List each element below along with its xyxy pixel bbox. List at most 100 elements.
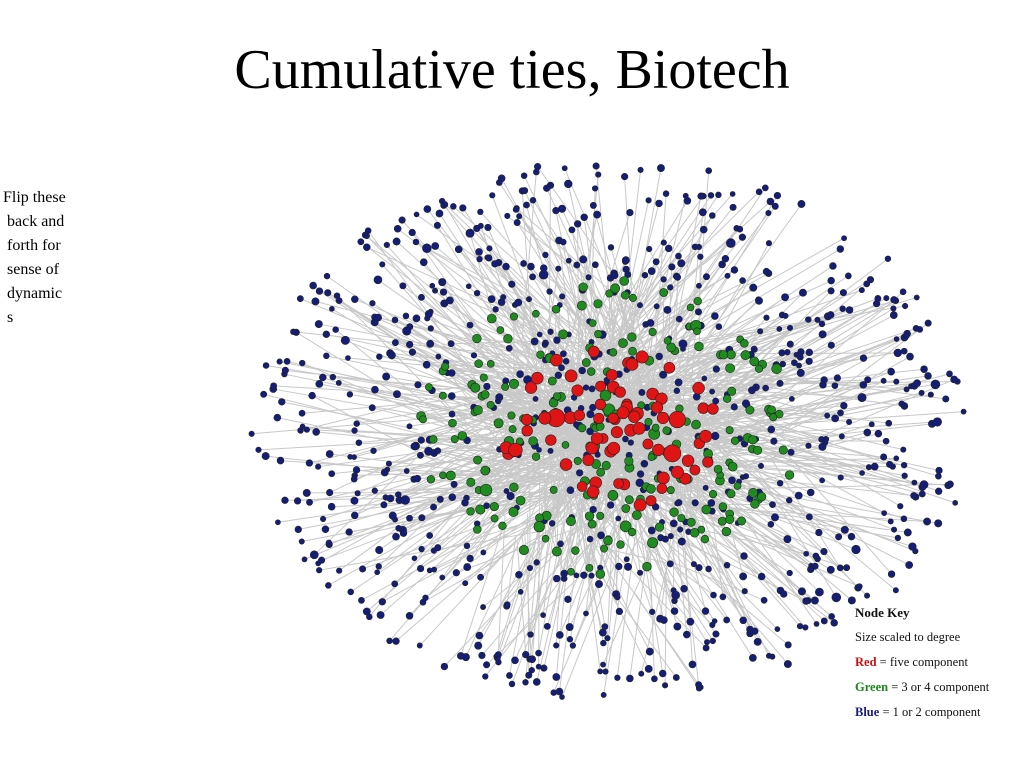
node xyxy=(357,238,365,246)
edge xyxy=(561,564,616,698)
node xyxy=(474,641,483,650)
edge xyxy=(730,327,917,391)
node xyxy=(561,441,570,449)
node xyxy=(497,298,506,306)
edge xyxy=(609,280,625,350)
node xyxy=(447,340,455,348)
node xyxy=(893,455,900,462)
node xyxy=(707,499,716,507)
node xyxy=(380,501,388,509)
node xyxy=(431,242,440,250)
node xyxy=(827,276,835,285)
node xyxy=(784,349,791,356)
edge xyxy=(527,513,530,676)
node xyxy=(391,316,399,324)
node xyxy=(668,411,686,429)
node xyxy=(378,598,386,606)
node xyxy=(826,565,835,574)
node xyxy=(573,456,582,465)
node xyxy=(749,283,758,292)
edge xyxy=(657,421,675,513)
node xyxy=(478,651,486,659)
node xyxy=(565,516,576,527)
edge xyxy=(516,539,527,655)
edge xyxy=(434,290,542,379)
node xyxy=(789,396,795,402)
node xyxy=(587,345,600,358)
node xyxy=(711,431,720,441)
node xyxy=(865,464,872,471)
node xyxy=(727,461,738,472)
edge xyxy=(567,183,605,346)
node xyxy=(353,420,360,427)
node xyxy=(388,511,397,520)
node xyxy=(376,353,383,360)
node xyxy=(827,311,835,319)
key-text: = five component xyxy=(879,655,968,669)
node xyxy=(656,483,668,494)
node xyxy=(743,473,750,480)
node xyxy=(798,288,807,297)
edge xyxy=(478,431,499,491)
node xyxy=(426,567,433,574)
edge xyxy=(384,456,473,473)
edge xyxy=(322,376,437,417)
edge xyxy=(406,330,529,375)
edge xyxy=(302,390,560,414)
edge xyxy=(469,324,588,363)
node xyxy=(648,327,657,337)
node xyxy=(418,514,426,522)
node xyxy=(315,463,322,470)
node xyxy=(466,477,476,487)
key-label: Blue xyxy=(855,705,880,719)
node xyxy=(725,515,735,524)
node xyxy=(737,516,747,526)
node xyxy=(830,619,838,627)
node xyxy=(779,360,786,368)
node xyxy=(566,486,575,495)
node xyxy=(655,352,663,361)
node xyxy=(624,562,633,571)
node xyxy=(738,233,746,241)
node xyxy=(711,312,719,320)
node xyxy=(831,592,842,603)
node xyxy=(374,313,382,322)
edge xyxy=(737,461,905,520)
edge xyxy=(599,469,611,575)
node xyxy=(441,201,449,208)
node xyxy=(910,492,918,500)
edge xyxy=(632,297,655,400)
node xyxy=(294,525,302,534)
key-label: Red xyxy=(855,655,877,669)
node xyxy=(776,479,784,487)
node xyxy=(531,371,544,385)
node xyxy=(845,306,854,314)
key-item: Blue = 1 or 2 component xyxy=(855,700,989,725)
node xyxy=(487,295,496,303)
node xyxy=(730,403,738,411)
node xyxy=(698,208,707,217)
node xyxy=(705,167,713,175)
node xyxy=(535,663,542,670)
node xyxy=(660,276,667,283)
node xyxy=(517,589,524,595)
node xyxy=(644,664,653,673)
edge xyxy=(603,505,635,696)
node xyxy=(701,375,708,382)
node xyxy=(637,569,644,576)
edge xyxy=(653,457,897,465)
node xyxy=(547,376,557,386)
node xyxy=(691,499,699,507)
node xyxy=(621,173,629,181)
node xyxy=(427,325,434,332)
node xyxy=(770,437,778,445)
node xyxy=(913,379,921,387)
node xyxy=(812,552,820,560)
node xyxy=(656,164,665,172)
node xyxy=(739,616,747,625)
node xyxy=(722,394,732,403)
node xyxy=(585,274,592,281)
node xyxy=(564,369,578,383)
node-key: Node Key Size scaled to degree Red = fiv… xyxy=(855,600,989,725)
node xyxy=(839,289,847,297)
